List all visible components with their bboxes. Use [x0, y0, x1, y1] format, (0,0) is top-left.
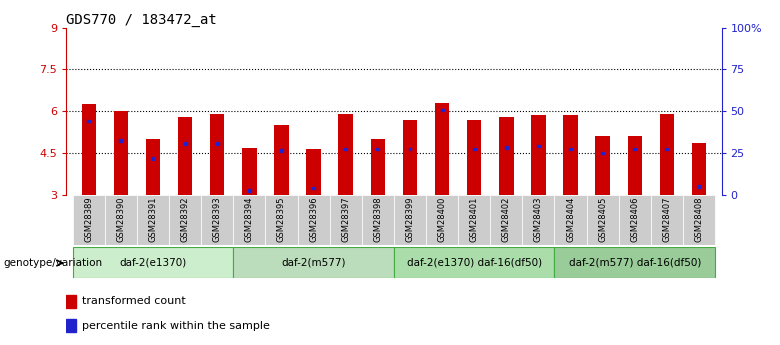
- Bar: [555, 247, 715, 278]
- Bar: [370, 139, 385, 195]
- Bar: [633, 148, 636, 150]
- Text: GSM28392: GSM28392: [181, 196, 190, 242]
- Text: GSM28402: GSM28402: [502, 196, 511, 242]
- Bar: [73, 247, 233, 278]
- Bar: [339, 114, 353, 195]
- Bar: [531, 116, 546, 195]
- Bar: [201, 195, 233, 245]
- Bar: [275, 125, 289, 195]
- Text: GDS770 / 183472_at: GDS770 / 183472_at: [66, 12, 217, 27]
- Bar: [146, 139, 160, 195]
- Bar: [563, 116, 578, 195]
- Bar: [660, 114, 674, 195]
- Bar: [265, 195, 297, 245]
- Text: GSM28397: GSM28397: [341, 196, 350, 242]
- Bar: [280, 149, 283, 151]
- Bar: [312, 187, 315, 189]
- Bar: [394, 247, 555, 278]
- Text: GSM28393: GSM28393: [213, 196, 222, 242]
- Text: GSM28403: GSM28403: [534, 196, 543, 242]
- Bar: [394, 195, 426, 245]
- Bar: [523, 195, 555, 245]
- Text: GSM28400: GSM28400: [438, 196, 447, 242]
- Bar: [426, 195, 458, 245]
- Bar: [505, 146, 508, 149]
- Bar: [233, 247, 394, 278]
- Text: GSM28389: GSM28389: [84, 196, 94, 242]
- Text: GSM28405: GSM28405: [598, 196, 607, 242]
- Bar: [587, 195, 619, 245]
- Bar: [184, 142, 186, 145]
- Bar: [595, 136, 610, 195]
- Text: GSM28391: GSM28391: [148, 196, 158, 242]
- Bar: [330, 195, 362, 245]
- Bar: [114, 111, 128, 195]
- Bar: [665, 148, 668, 150]
- Bar: [248, 189, 251, 192]
- Bar: [297, 195, 330, 245]
- Bar: [651, 195, 683, 245]
- Bar: [137, 195, 169, 245]
- Bar: [82, 104, 96, 195]
- Bar: [66, 295, 76, 308]
- Text: daf-2(m577): daf-2(m577): [282, 257, 346, 267]
- Bar: [683, 195, 715, 245]
- Text: GSM28408: GSM28408: [694, 196, 704, 242]
- Text: percentile rank within the sample: percentile rank within the sample: [82, 321, 270, 331]
- Bar: [216, 142, 218, 145]
- Text: daf-2(e1370): daf-2(e1370): [119, 257, 186, 267]
- Bar: [619, 195, 651, 245]
- Text: genotype/variation: genotype/variation: [3, 258, 102, 268]
- Bar: [87, 120, 90, 122]
- Bar: [362, 195, 394, 245]
- Bar: [307, 149, 321, 195]
- Bar: [377, 148, 379, 150]
- Text: GSM28395: GSM28395: [277, 196, 286, 242]
- Bar: [499, 117, 513, 195]
- Bar: [409, 148, 411, 150]
- Bar: [119, 139, 122, 142]
- Bar: [473, 148, 476, 150]
- Bar: [242, 148, 257, 195]
- Text: GSM28396: GSM28396: [309, 196, 318, 242]
- Text: GSM28394: GSM28394: [245, 196, 254, 242]
- Bar: [169, 195, 201, 245]
- Bar: [569, 148, 572, 150]
- Bar: [73, 195, 105, 245]
- Bar: [344, 148, 347, 150]
- Bar: [491, 195, 523, 245]
- Text: GSM28398: GSM28398: [374, 196, 382, 242]
- Bar: [105, 195, 137, 245]
- Text: daf-2(e1370) daf-16(df50): daf-2(e1370) daf-16(df50): [406, 257, 542, 267]
- Bar: [537, 145, 540, 147]
- Text: GSM28401: GSM28401: [470, 196, 479, 242]
- Bar: [555, 195, 587, 245]
- Bar: [151, 157, 154, 160]
- Bar: [467, 120, 481, 195]
- Bar: [402, 120, 417, 195]
- Bar: [692, 143, 706, 195]
- Bar: [233, 195, 265, 245]
- Bar: [66, 319, 76, 332]
- Bar: [628, 136, 642, 195]
- Bar: [458, 195, 491, 245]
- Bar: [178, 117, 193, 195]
- Text: transformed count: transformed count: [82, 296, 186, 306]
- Text: GSM28390: GSM28390: [116, 196, 126, 242]
- Text: GSM28404: GSM28404: [566, 196, 575, 242]
- Text: GSM28406: GSM28406: [630, 196, 640, 242]
- Text: GSM28407: GSM28407: [662, 196, 672, 242]
- Text: daf-2(m577) daf-16(df50): daf-2(m577) daf-16(df50): [569, 257, 701, 267]
- Text: GSM28399: GSM28399: [406, 196, 414, 242]
- Bar: [697, 185, 700, 188]
- Bar: [210, 114, 225, 195]
- Bar: [441, 109, 444, 111]
- Bar: [435, 103, 449, 195]
- Bar: [601, 152, 604, 154]
